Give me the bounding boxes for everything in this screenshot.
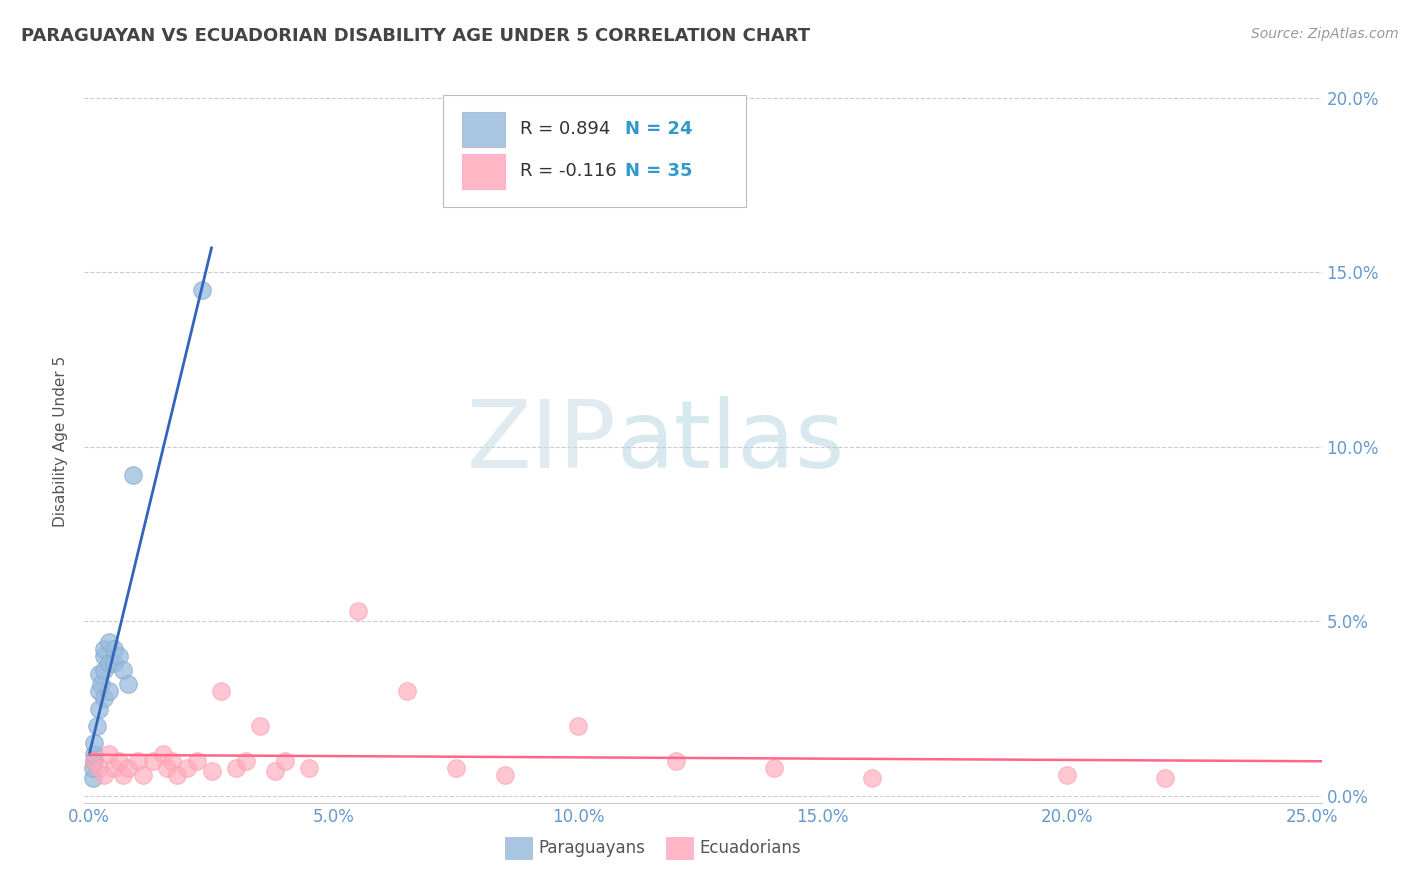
Point [117,761,139,775]
Point [494,768,516,782]
Point [162,754,184,768]
Text: R = -0.116: R = -0.116 [520,162,616,180]
Point [93,649,115,664]
Text: R = 0.894: R = 0.894 [520,120,610,138]
Point [235,754,257,768]
Point [132,768,155,782]
Point [209,684,232,698]
FancyBboxPatch shape [666,838,693,859]
Point [107,649,129,664]
Point [127,754,149,768]
FancyBboxPatch shape [461,154,505,189]
Text: Paraguayans: Paraguayans [538,839,645,857]
Point [347,604,370,618]
Point [87,701,110,715]
Point [274,754,297,768]
FancyBboxPatch shape [443,95,747,207]
Point [122,467,145,482]
FancyBboxPatch shape [461,112,505,147]
Point [396,684,419,698]
Point [83,747,105,761]
Point [107,754,129,768]
Point [97,635,120,649]
Text: ZIP: ZIP [467,395,616,488]
Point [762,761,785,775]
Point [97,747,120,761]
Text: PARAGUAYAN VS ECUADORIAN DISABILITY AGE UNDER 5 CORRELATION CHART: PARAGUAYAN VS ECUADORIAN DISABILITY AGE … [21,27,810,45]
Point [166,768,188,782]
Point [90,677,112,691]
Point [112,663,135,677]
Point [86,719,108,733]
Text: Source: ZipAtlas.com: Source: ZipAtlas.com [1251,27,1399,41]
Point [103,642,125,657]
Point [82,761,104,775]
Point [83,754,105,768]
Point [93,642,115,657]
FancyBboxPatch shape [505,838,533,859]
Point [186,754,208,768]
Point [1154,772,1177,786]
Point [190,283,212,297]
Point [1056,768,1078,782]
Text: N = 24: N = 24 [626,120,693,138]
Point [117,677,139,691]
Point [103,761,125,775]
Point [225,761,247,775]
Point [264,764,287,779]
Point [665,754,688,768]
Point [112,768,135,782]
Point [97,656,120,670]
Point [567,719,589,733]
Point [87,684,110,698]
Point [83,736,105,750]
Point [93,691,115,706]
Point [93,768,115,782]
Point [249,719,271,733]
Point [176,761,198,775]
Point [152,747,174,761]
Point [103,656,125,670]
Point [444,761,467,775]
Point [83,754,105,768]
Point [860,772,883,786]
Point [298,761,321,775]
Point [200,764,222,779]
Point [142,754,165,768]
Y-axis label: Disability Age Under 5: Disability Age Under 5 [53,356,69,527]
Text: N = 35: N = 35 [626,162,693,180]
Point [87,761,110,775]
Point [87,666,110,681]
Point [82,772,104,786]
Text: Ecuadorians: Ecuadorians [699,839,801,857]
Point [156,761,179,775]
Point [97,684,120,698]
Point [93,663,115,677]
Text: atlas: atlas [616,395,845,488]
